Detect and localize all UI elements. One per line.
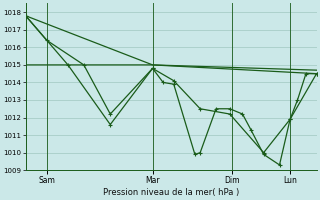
X-axis label: Pression niveau de la mer( hPa ): Pression niveau de la mer( hPa ) <box>103 188 239 197</box>
